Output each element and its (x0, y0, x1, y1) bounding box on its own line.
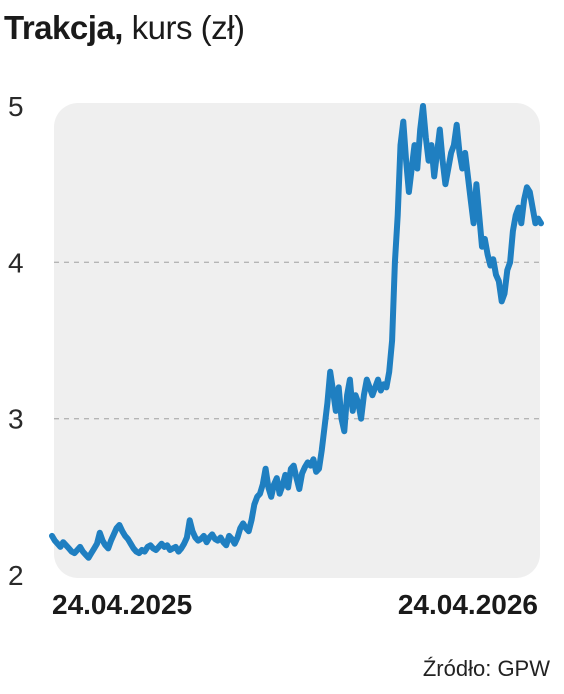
chart-title: Trakcja, kurs (zł) (4, 6, 245, 50)
series-line (49, 103, 544, 561)
x-tick-label: 24.04.2025 (52, 589, 192, 620)
y-axis-ticks: 2 3 4 5 (8, 91, 24, 591)
y-tick-label: 4 (8, 247, 24, 278)
x-axis-ticks: 24.04.2025 24.04.2026 (52, 589, 538, 620)
y-tick-label: 3 (8, 404, 24, 435)
chart-title-bold: Trakcja, (4, 9, 123, 46)
chart-title-unit: kurs (zł) (122, 9, 245, 46)
y-tick-label: 2 (8, 560, 24, 591)
x-tick-label: 24.04.2026 (398, 589, 538, 620)
source-note: Źródło: GPW (422, 656, 550, 681)
y-tick-label: 5 (8, 91, 24, 122)
plot-background (54, 103, 540, 578)
grid-lines (54, 261, 540, 420)
